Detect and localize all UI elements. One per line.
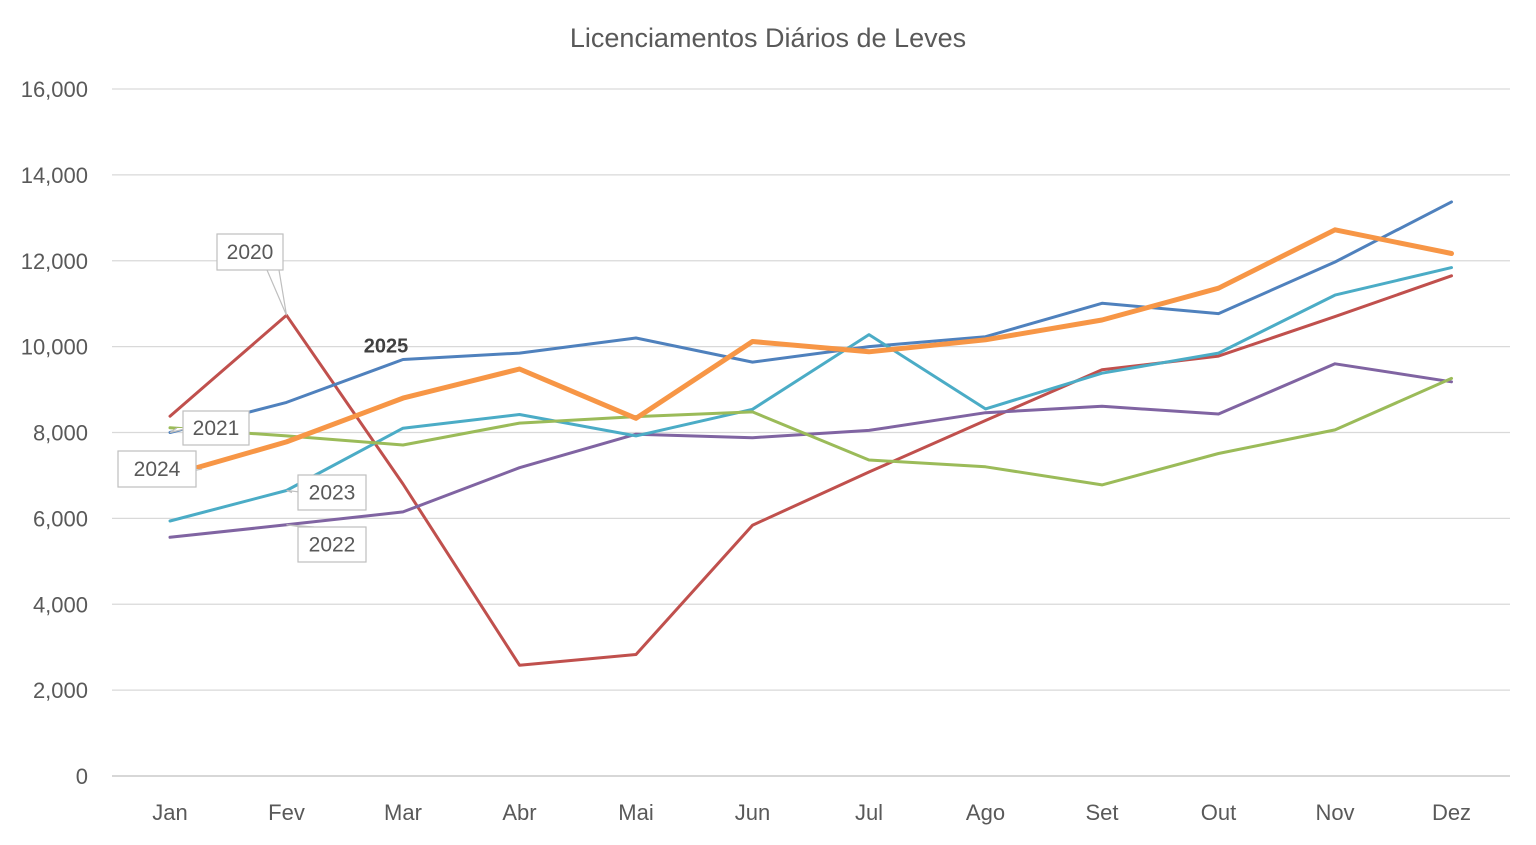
callout-label: 2020 xyxy=(227,241,274,264)
y-tick-label: 10,000 xyxy=(21,335,88,360)
callout-pointer xyxy=(266,269,288,316)
callout-label: 2023 xyxy=(309,482,356,505)
x-tick-label: Fev xyxy=(268,800,305,825)
series-line-unlabelled xyxy=(168,376,1453,487)
callout-box xyxy=(216,233,284,271)
callout-box xyxy=(297,526,367,563)
x-tick-label: Jan xyxy=(152,800,187,825)
y-tick-label: 0 xyxy=(76,764,88,789)
x-tick-label: Jul xyxy=(855,800,883,825)
series-callouts: 2020 2021 2022 2023 2024 2025 xyxy=(117,233,409,563)
callout-label: 2024 xyxy=(134,458,181,481)
x-tick-label: Abr xyxy=(502,800,536,825)
callout-box xyxy=(117,450,197,488)
x-tick-label: Out xyxy=(1201,800,1236,825)
callout-label: 2022 xyxy=(309,534,356,557)
x-tick-label: Jun xyxy=(735,800,770,825)
x-tick-label: Dez xyxy=(1432,800,1471,825)
x-tick-label: Nov xyxy=(1315,800,1354,825)
y-tick-label: 16,000 xyxy=(21,77,88,102)
x-tick-label: Set xyxy=(1085,800,1118,825)
y-tick-label: 12,000 xyxy=(21,249,88,274)
x-tick-label: Mai xyxy=(618,800,653,825)
series-line-2020 xyxy=(168,274,1453,667)
callout-box xyxy=(297,474,367,511)
y-tick-label: 2,000 xyxy=(33,678,88,703)
y-axis: 0 2,000 4,000 6,000 8,000 10,000 12,000 14,000 1… xyxy=(21,77,88,789)
x-tick-label: Mar xyxy=(384,800,422,825)
callout-label: 2025 xyxy=(364,336,409,358)
callout-label: 2021 xyxy=(193,417,240,440)
chart-title: Licenciamentos Diários de Leves xyxy=(570,23,966,53)
series-line-2023 xyxy=(168,266,1453,523)
x-axis: Jan Fev Mar Abr Mai Jun Jul Ago Set Out Nov Dez xyxy=(152,800,1471,825)
callout-2020: 2020 xyxy=(216,233,288,316)
callout-2024: 2024 xyxy=(117,450,203,488)
y-tick-label: 6,000 xyxy=(33,506,88,531)
callout-2021: 2021 xyxy=(169,410,250,446)
gridlines xyxy=(112,88,1510,777)
y-tick-label: 14,000 xyxy=(21,163,88,188)
series-line-2021 xyxy=(168,200,1453,434)
y-tick-label: 4,000 xyxy=(33,592,88,617)
series-line-2022 xyxy=(168,362,1453,539)
callout-2025: 2025 xyxy=(364,336,409,358)
series-line-2024 xyxy=(167,227,1454,478)
callout-2022: 2022 xyxy=(286,524,367,563)
callout-box xyxy=(182,410,250,446)
series-lines xyxy=(167,200,1454,667)
x-tick-label: Ago xyxy=(966,800,1005,825)
y-tick-label: 8,000 xyxy=(33,421,88,446)
callout-2023: 2023 xyxy=(286,474,367,511)
